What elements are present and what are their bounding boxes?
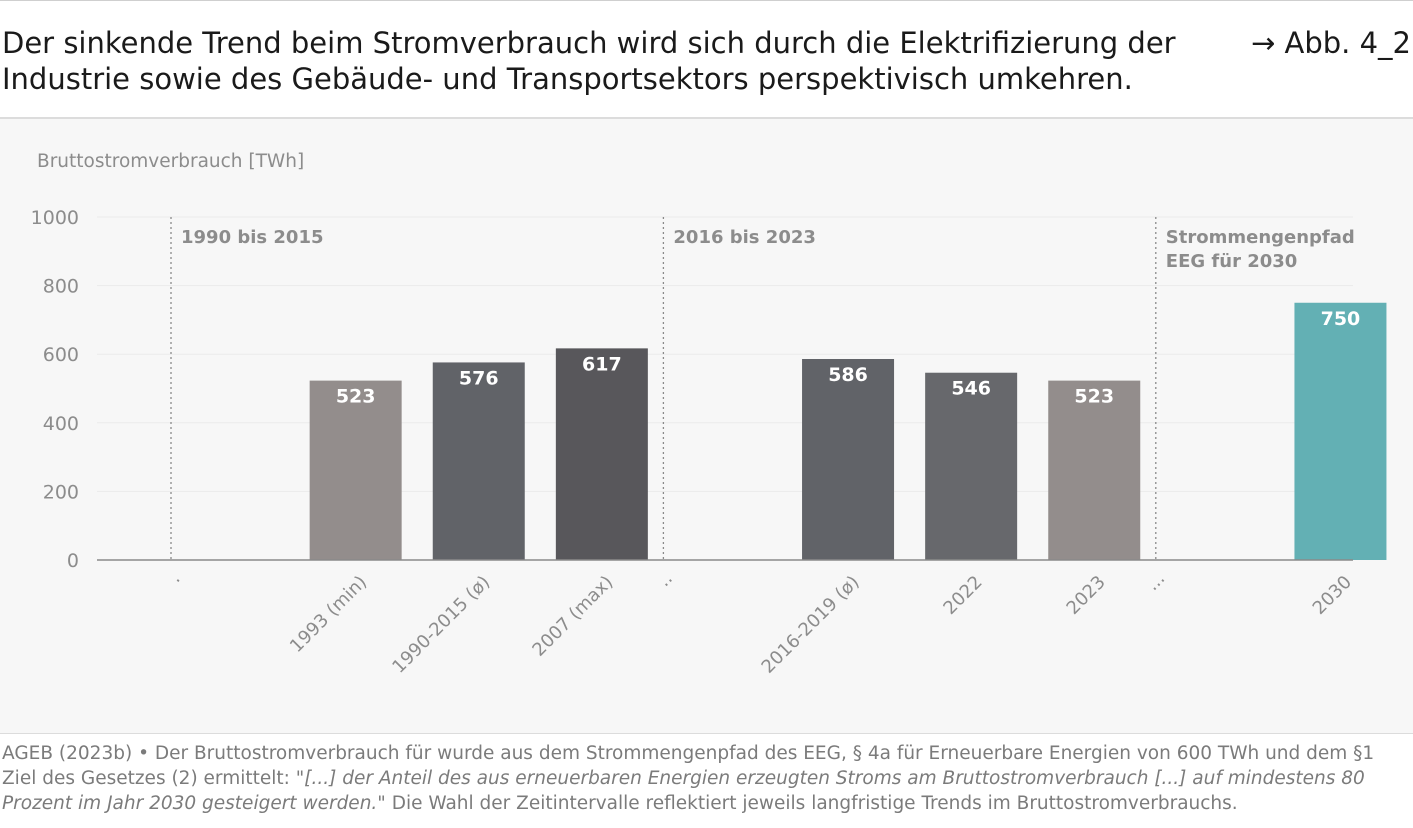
footnote-end-text: Die Wahl der Zeitintervalle reflektiert … [385, 793, 1238, 814]
y-axis-label: Bruttostromverbrauch [TWh] [37, 151, 304, 172]
group-label: Strommengenpfad [1166, 227, 1355, 248]
y-axis-ticks: 0 200 400 600 800 1000 [31, 207, 79, 572]
bar[interactable] [432, 362, 525, 560]
top-rule [0, 0, 1413, 1]
x-tick-label: 2030 [1309, 572, 1356, 619]
bar-value-label: 523 [336, 386, 376, 408]
bar-value-label: 750 [1321, 308, 1361, 330]
group-labels: 1990 bis 2015 2016 bis 2023 Strommengenpfa… [181, 227, 1355, 272]
bar[interactable] [925, 372, 1018, 560]
x-tick-label: 2023 [1063, 572, 1110, 619]
x-tick-label: · [169, 572, 188, 591]
x-tick-label: 2022 [939, 572, 986, 619]
group-label-line2: EEG für 2030 [1166, 251, 1298, 272]
x-tick-label: 1990-2015 (ø) [388, 572, 494, 678]
group-dividers [170, 217, 1157, 560]
x-tick-label: 2007 (max) [528, 572, 617, 661]
x-tick-label: 1993 (min) [286, 572, 371, 657]
group-label: 2016 bis 2023 [673, 227, 816, 248]
y-tick-label: 400 [43, 413, 79, 435]
bars: 523 576 617 586 546 523 750 [309, 302, 1387, 560]
bar-value-label: 617 [582, 353, 622, 375]
y-tick-label: 200 [43, 481, 79, 503]
bar-value-label: 546 [951, 378, 991, 400]
bar-value-label: 576 [459, 367, 499, 389]
bar-chart: Bruttostromverbrauch [TWh] 0 200 400 600 800… [31, 151, 1387, 678]
chart-panel: Bruttostromverbrauch [TWh] 0 200 400 600 800… [0, 117, 1413, 734]
x-tick-label: ·· [658, 572, 681, 595]
bar[interactable] [309, 380, 402, 560]
y-tick-label: 0 [67, 550, 79, 572]
footnote-source-text: AGEB (2023b) • Der Bruttostromverbrauch … [2, 743, 1375, 789]
bar[interactable] [1294, 302, 1387, 560]
x-tick-label: ··· [1146, 572, 1173, 599]
bar-value-label: 523 [1074, 386, 1114, 408]
bar[interactable] [1048, 380, 1141, 560]
group-label: 1990 bis 2015 [181, 227, 324, 248]
y-tick-label: 600 [43, 344, 79, 366]
x-axis-labels: · 1993 (min) 1990-2015 (ø) 2007 (max) ·· 2016… [169, 572, 1356, 678]
grid-lines [97, 216, 1353, 492]
bar[interactable] [802, 359, 895, 560]
bar[interactable] [555, 348, 648, 560]
figure-reference[interactable]: → Abb. 4_2 [1250, 26, 1411, 60]
chart-title: Der sinkende Trend beim Stromverbrauch w… [2, 26, 1176, 96]
y-tick-label: 800 [43, 276, 79, 298]
footnote-quote: "[...] der Anteil des aus erneuerbaren E… [2, 768, 1365, 814]
x-tick-label: 2016-2019 (ø) [758, 572, 864, 678]
y-tick-label: 1000 [31, 207, 79, 229]
footnote: AGEB (2023b) • Der Bruttostromverbrauch … [2, 741, 1407, 816]
bar-value-label: 586 [828, 364, 868, 386]
